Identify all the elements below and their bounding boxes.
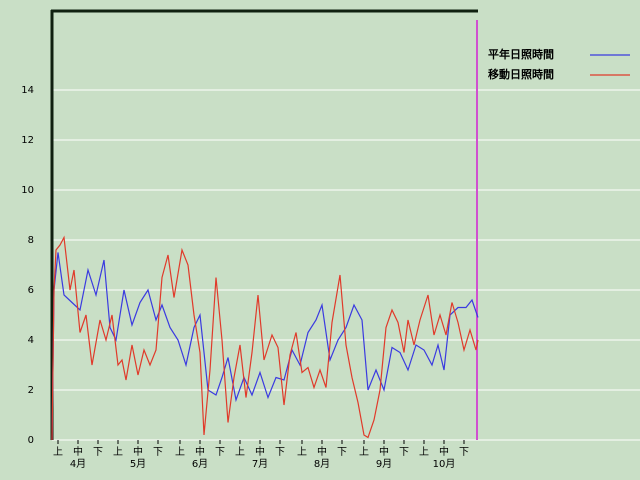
x-tick-label: 上 xyxy=(419,446,429,458)
y-tick-label: 2 xyxy=(28,385,34,396)
y-tick-label: 6 xyxy=(28,285,34,296)
x-tick-label: 中 xyxy=(255,445,265,458)
x-tick-label: 中 xyxy=(317,445,327,458)
y-tick-label: 12 xyxy=(21,135,34,146)
x-tick-label: 上 xyxy=(113,446,123,458)
x-tick-label: 中 xyxy=(439,445,449,458)
y-tick-label: 10 xyxy=(21,185,34,196)
x-tick-label: 下 xyxy=(459,447,469,458)
x-tick-label: 下 xyxy=(399,447,409,458)
month-label: 7月 xyxy=(252,458,268,470)
legend-label: 移動日照時間 xyxy=(488,67,554,81)
x-tick-label: 上 xyxy=(175,446,185,458)
y-tick-label: 0 xyxy=(28,435,34,446)
x-tick-label: 下 xyxy=(337,447,347,458)
y-tick-label: 4 xyxy=(28,335,34,346)
x-tick-label: 下 xyxy=(215,447,225,458)
x-tick-label: 中 xyxy=(133,445,143,458)
month-label: 6月 xyxy=(192,458,208,470)
month-label: 5月 xyxy=(130,458,146,470)
month-label: 10月 xyxy=(433,458,456,470)
x-tick-label: 中 xyxy=(73,445,83,458)
x-tick-label: 上 xyxy=(297,446,307,458)
x-tick-label: 上 xyxy=(235,446,245,458)
month-label: 8月 xyxy=(314,458,330,470)
series-line xyxy=(51,235,479,441)
x-tick-label: 上 xyxy=(53,446,63,458)
month-label: 9月 xyxy=(376,458,392,470)
x-tick-label: 下 xyxy=(275,447,285,458)
x-tick-label: 上 xyxy=(359,446,369,458)
month-label: 4月 xyxy=(70,458,86,470)
x-tick-label: 中 xyxy=(195,445,205,458)
x-tick-label: 下 xyxy=(93,447,103,458)
y-tick-label: 14 xyxy=(21,85,34,96)
legend-label: 平年日照時間 xyxy=(488,47,554,61)
y-tick-label: 8 xyxy=(28,235,34,246)
x-tick-label: 中 xyxy=(379,445,389,458)
x-tick-label: 下 xyxy=(153,447,163,458)
